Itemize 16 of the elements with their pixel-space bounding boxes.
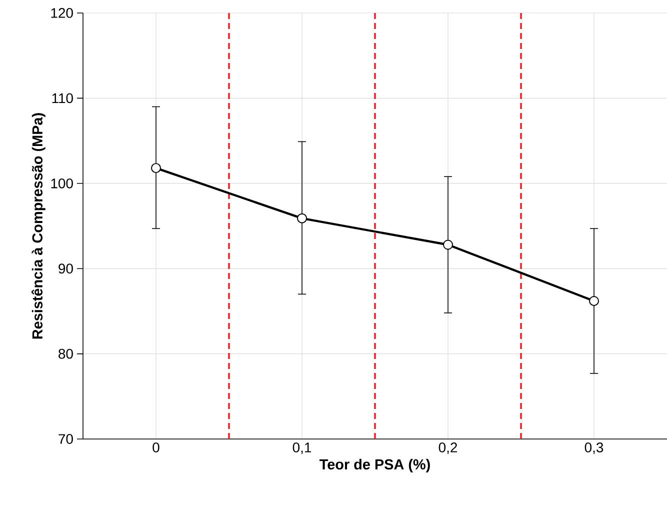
y-axis-title: Resistência à Compressão (MPa) [32, 113, 46, 339]
x-tick-label: 0,2 [438, 442, 458, 454]
x-tick-label: 0,3 [584, 442, 604, 454]
y-tick-label: 90 [58, 264, 73, 274]
point [589, 296, 600, 306]
point [297, 213, 307, 224]
x-tick-label: 0,1 [292, 442, 312, 454]
y-tick-label: 80 [58, 348, 73, 359]
x-tick-label: 0 [152, 442, 160, 452]
x-axis-title: Teor de PSA (%) [320, 458, 430, 472]
y-tick-label: 100 [51, 178, 73, 188]
y-tick-label: 110 [52, 93, 73, 104]
point [443, 240, 454, 250]
point [151, 163, 161, 174]
y-tick-label: 70 [58, 434, 73, 444]
y-tick-label: 120 [51, 8, 73, 18]
